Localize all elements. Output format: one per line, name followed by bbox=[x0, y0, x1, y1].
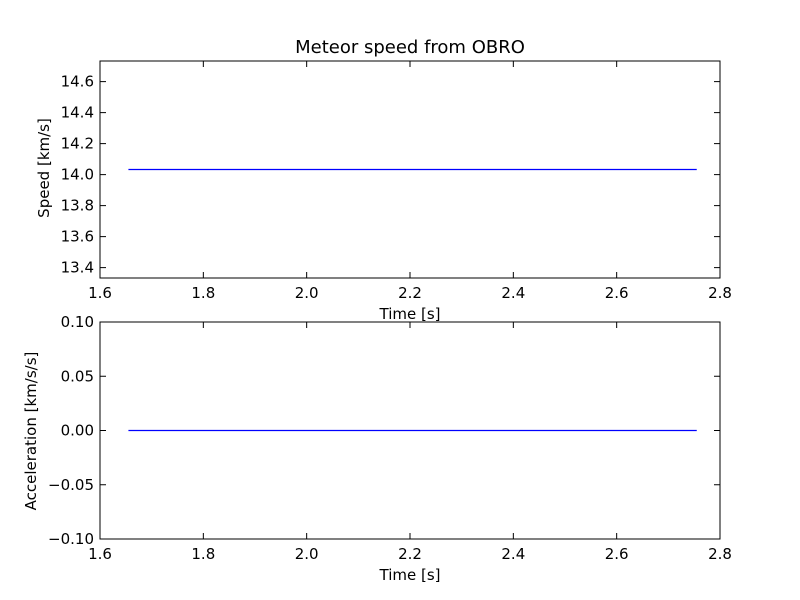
y-tick-label: 14.0 bbox=[61, 166, 94, 184]
x-tick-label: 2.4 bbox=[501, 545, 525, 563]
x-axis-label: Time [s] bbox=[379, 305, 441, 323]
x-tick-label: 1.6 bbox=[88, 284, 112, 302]
y-tick-label: 13.6 bbox=[61, 228, 94, 246]
y-tick-label: 14.6 bbox=[61, 73, 94, 91]
y-tick-label: 14.2 bbox=[61, 135, 94, 153]
y-axis-label: Speed [km/s] bbox=[35, 118, 53, 218]
x-tick-label: 1.8 bbox=[191, 284, 215, 302]
y-tick-label: −0.05 bbox=[48, 476, 94, 494]
chart-title: Meteor speed from OBRO bbox=[295, 37, 525, 58]
x-tick-label: 2.8 bbox=[708, 545, 732, 563]
tick-group: 1.6 1.8 2.0 2.2 2.4 2.6 2.8 13.4 13.6 13.8 14.0 14.… bbox=[61, 61, 732, 302]
acceleration-subplot: Time [s] Acceleration [km/s/s] 1.6 1.8 2.0… bbox=[22, 313, 732, 584]
plot-frame bbox=[99, 321, 721, 540]
tick-group: 1.6 1.8 2.0 2.2 2.4 2.6 2.8 −0.10 −0.05 0.00 0.05 0… bbox=[48, 313, 732, 563]
x-tick-label: 2.2 bbox=[398, 545, 422, 563]
y-tick-label: 0.05 bbox=[61, 367, 94, 385]
y-tick-label: 0.10 bbox=[61, 313, 94, 331]
x-tick-label: 2.0 bbox=[295, 284, 319, 302]
x-tick-label: 2.6 bbox=[605, 284, 629, 302]
x-tick-label: 1.8 bbox=[191, 545, 215, 563]
y-tick-label: −0.10 bbox=[48, 530, 94, 548]
x-tick-label: 2.4 bbox=[501, 284, 525, 302]
speed-subplot: Meteor speed from OBRO Time [s] Speed [k… bbox=[35, 37, 732, 323]
x-tick-label: 2.6 bbox=[605, 545, 629, 563]
x-tick-label: 1.6 bbox=[88, 545, 112, 563]
y-tick-label: 13.4 bbox=[61, 259, 94, 277]
y-tick-label: 0.00 bbox=[61, 422, 94, 440]
y-axis-label: Acceleration [km/s/s] bbox=[22, 352, 40, 511]
y-tick-label: 14.4 bbox=[61, 104, 94, 122]
y-tick-label: 13.8 bbox=[61, 197, 94, 215]
plot-frame bbox=[99, 60, 721, 279]
x-axis-label: Time [s] bbox=[379, 566, 441, 584]
x-tick-label: 2.0 bbox=[295, 545, 319, 563]
x-tick-label: 2.2 bbox=[398, 284, 422, 302]
x-tick-label: 2.8 bbox=[708, 284, 732, 302]
